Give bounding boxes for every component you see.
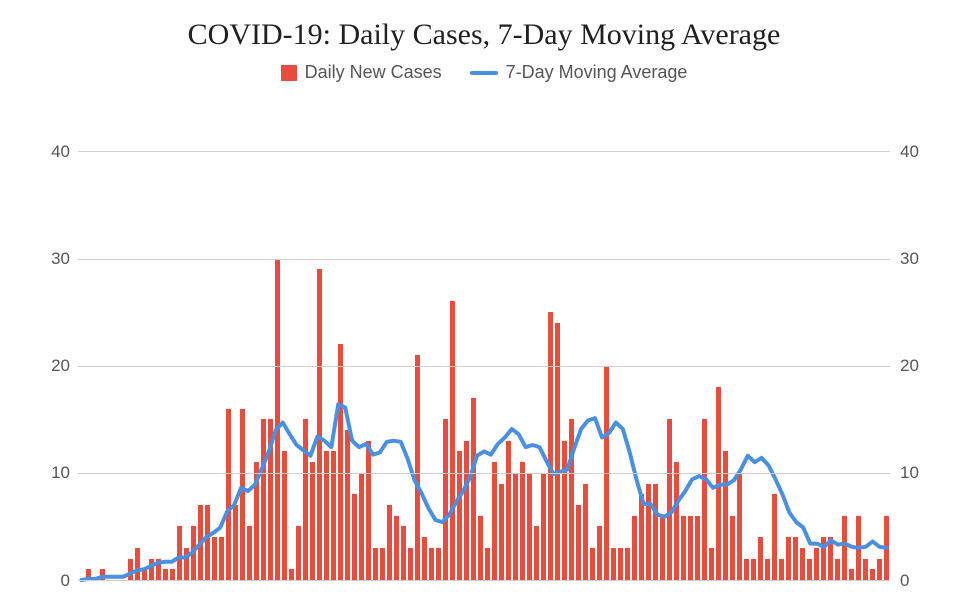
gridline <box>78 151 890 152</box>
ytick-left: 40 <box>10 142 70 162</box>
ytick-right: 10 <box>900 463 919 483</box>
ytick-left: 10 <box>10 463 70 483</box>
chart-container: COVID-19: Daily Cases, 7-Day Moving Aver… <box>0 0 968 607</box>
legend-label-line: 7-Day Moving Average <box>506 62 688 83</box>
gridline <box>78 366 890 367</box>
ytick-left: 30 <box>10 249 70 269</box>
legend-item-line: 7-Day Moving Average <box>470 62 688 83</box>
moving-average-path <box>81 404 886 580</box>
ytick-right: 40 <box>900 142 919 162</box>
legend-item-bars: Daily New Cases <box>281 62 442 83</box>
ytick-right: 30 <box>900 249 919 269</box>
line-layer <box>78 130 890 580</box>
ytick-left: 20 <box>10 356 70 376</box>
ytick-left: 0 <box>10 571 70 591</box>
ytick-right: 20 <box>900 356 919 376</box>
ytick-right: 0 <box>900 571 909 591</box>
chart-title: COVID-19: Daily Cases, 7-Day Moving Aver… <box>0 0 968 52</box>
gridline <box>78 580 890 581</box>
legend: Daily New Cases 7-Day Moving Average <box>0 62 968 83</box>
legend-label-bars: Daily New Cases <box>305 62 442 83</box>
legend-swatch-line-icon <box>470 71 498 75</box>
gridline <box>78 259 890 260</box>
gridline <box>78 473 890 474</box>
plot-area: 001010202030304040 <box>78 130 890 580</box>
legend-swatch-bar-icon <box>281 65 297 81</box>
